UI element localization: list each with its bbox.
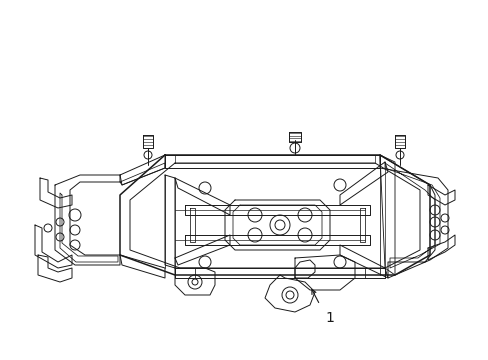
Text: 1: 1 bbox=[325, 311, 334, 325]
